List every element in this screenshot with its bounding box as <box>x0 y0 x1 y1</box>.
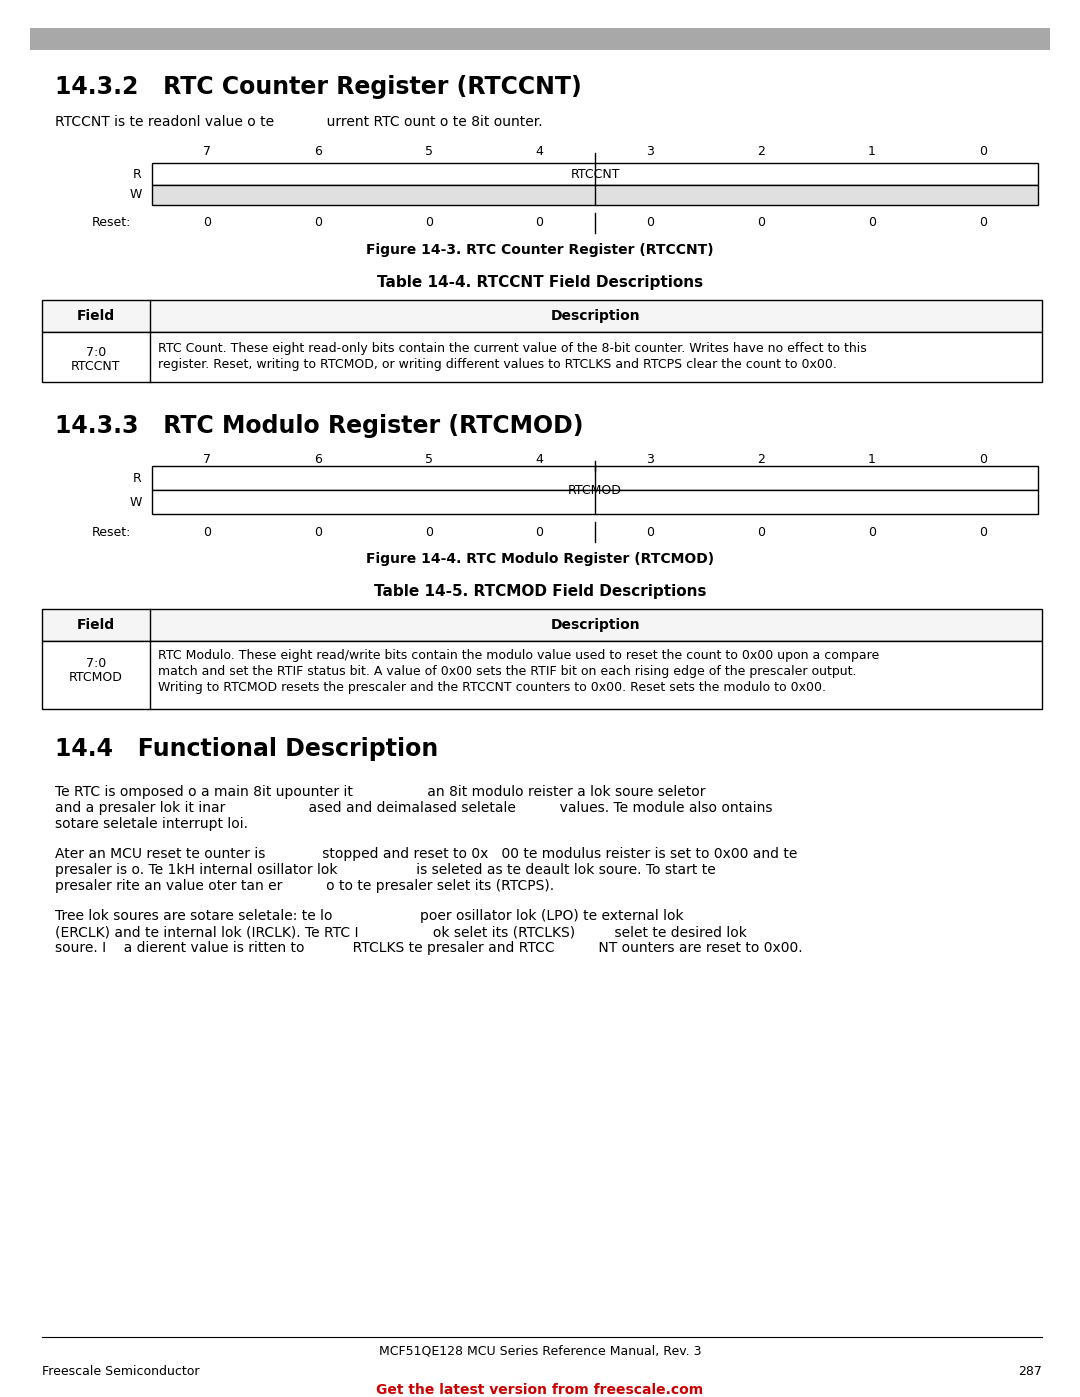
Text: Table 14-4. RTCCNT Field Descriptions: Table 14-4. RTCCNT Field Descriptions <box>377 275 703 291</box>
Text: 0: 0 <box>868 525 876 538</box>
Text: RTC Modulo. These eight read/write bits contain the modulo value used to reset t: RTC Modulo. These eight read/write bits … <box>158 650 879 662</box>
Text: Freescale Semiconductor: Freescale Semiconductor <box>42 1365 200 1377</box>
Text: RTC Count. These eight read-only bits contain the current value of the 8-bit cou: RTC Count. These eight read-only bits co… <box>158 342 867 355</box>
Text: 0: 0 <box>646 217 654 229</box>
Text: Writing to RTCMOD resets the prescaler and the RTCCNT counters to 0x00. Reset se: Writing to RTCMOD resets the prescaler a… <box>158 680 826 694</box>
Text: 1: 1 <box>868 145 876 158</box>
Text: 4: 4 <box>536 145 543 158</box>
Text: Description: Description <box>551 617 640 631</box>
Text: 0: 0 <box>978 217 987 229</box>
Text: (ERCLK) and te internal lok (IRCLK). Te RTC I                 ok selet its (RTCL: (ERCLK) and te internal lok (IRCLK). Te … <box>55 925 747 939</box>
Text: 7:0: 7:0 <box>86 346 106 359</box>
Text: Ater an MCU reset te ounter is             stopped and reset to 0x   00 te modul: Ater an MCU reset te ounter is stopped a… <box>55 847 797 861</box>
Text: RTCCNT is te readonl value o te            urrent RTC ount o te 8it ounter.: RTCCNT is te readonl value o te urrent R… <box>55 115 542 129</box>
Text: 6: 6 <box>314 453 322 467</box>
Text: 5: 5 <box>424 145 433 158</box>
Text: 0: 0 <box>757 525 765 538</box>
Text: 4: 4 <box>536 453 543 467</box>
Bar <box>152 490 1038 514</box>
Text: 6: 6 <box>314 145 322 158</box>
Text: 3: 3 <box>647 453 654 467</box>
Text: Get the latest version from freescale.com: Get the latest version from freescale.co… <box>377 1383 703 1397</box>
Text: RTCMOD: RTCMOD <box>69 671 123 685</box>
Text: 0: 0 <box>978 453 987 467</box>
Bar <box>42 300 1042 332</box>
Text: 0: 0 <box>314 525 322 538</box>
Text: 7: 7 <box>203 453 212 467</box>
Text: sotare seletale interrupt loi.: sotare seletale interrupt loi. <box>55 817 248 831</box>
Text: 0: 0 <box>424 217 433 229</box>
Text: Description: Description <box>551 309 640 323</box>
Text: 0: 0 <box>203 525 212 538</box>
Text: 14.3.3   RTC Modulo Register (RTCMOD): 14.3.3 RTC Modulo Register (RTCMOD) <box>55 414 583 439</box>
Text: 0: 0 <box>757 217 765 229</box>
Text: soure. I    a dierent value is ritten to           RTCLKS te presaler and RTCC  : soure. I a dierent value is ritten to RT… <box>55 942 802 956</box>
Text: 2: 2 <box>757 453 765 467</box>
Text: R: R <box>133 472 141 485</box>
Text: 1: 1 <box>868 453 876 467</box>
Text: 14.4   Functional Description: 14.4 Functional Description <box>55 738 438 761</box>
Text: MCF51QE128 MCU Series Reference Manual, Rev. 3: MCF51QE128 MCU Series Reference Manual, … <box>379 1345 701 1358</box>
Text: 14.3.2   RTC Counter Register (RTCCNT): 14.3.2 RTC Counter Register (RTCCNT) <box>55 75 582 99</box>
Bar <box>30 28 1050 50</box>
Text: 0: 0 <box>978 525 987 538</box>
Text: 0: 0 <box>646 525 654 538</box>
Text: Te RTC is omposed o a main 8it upounter it                 an 8it modulo reister: Te RTC is omposed o a main 8it upounter … <box>55 785 705 799</box>
Text: W: W <box>130 189 141 201</box>
Text: 0: 0 <box>868 217 876 229</box>
Text: W: W <box>130 496 141 509</box>
Text: Field: Field <box>77 309 116 323</box>
Text: and a presaler lok it inar                   ased and deimalased seletale       : and a presaler lok it inar ased and deim… <box>55 800 772 814</box>
Text: 0: 0 <box>536 525 543 538</box>
Text: 287: 287 <box>1018 1365 1042 1377</box>
Text: Reset:: Reset: <box>92 525 132 538</box>
Text: RTCCNT: RTCCNT <box>71 360 121 373</box>
Text: 0: 0 <box>978 145 987 158</box>
Text: RTCMOD: RTCMOD <box>568 483 622 496</box>
Text: Field: Field <box>77 617 116 631</box>
Bar <box>42 609 1042 641</box>
Text: 0: 0 <box>424 525 433 538</box>
Bar <box>152 163 1038 184</box>
Text: 7: 7 <box>203 145 212 158</box>
Text: Figure 14-3. RTC Counter Register (RTCCNT): Figure 14-3. RTC Counter Register (RTCCN… <box>366 243 714 257</box>
Text: presaler rite an value oter tan er          o to te presaler selet its (RTCPS).: presaler rite an value oter tan er o to … <box>55 879 554 893</box>
Text: presaler is o. Te 1kH internal osillator lok                  is seleted as te d: presaler is o. Te 1kH internal osillator… <box>55 863 716 877</box>
Bar <box>42 332 1042 381</box>
Text: Figure 14-4. RTC Modulo Register (RTCMOD): Figure 14-4. RTC Modulo Register (RTCMOD… <box>366 552 714 566</box>
Text: RTCCNT: RTCCNT <box>570 168 620 180</box>
Bar <box>152 467 1038 490</box>
Text: register. Reset, writing to RTCMOD, or writing different values to RTCLKS and RT: register. Reset, writing to RTCMOD, or w… <box>158 358 837 372</box>
Bar <box>42 641 1042 710</box>
Text: Tree lok soures are sotare seletale: te lo                    poer osillator lok: Tree lok soures are sotare seletale: te … <box>55 909 684 923</box>
Bar <box>152 184 1038 205</box>
Text: 0: 0 <box>536 217 543 229</box>
Text: R: R <box>133 168 141 180</box>
Text: 3: 3 <box>647 145 654 158</box>
Text: 0: 0 <box>203 217 212 229</box>
Text: Reset:: Reset: <box>92 217 132 229</box>
Text: Table 14-5. RTCMOD Field Descriptions: Table 14-5. RTCMOD Field Descriptions <box>374 584 706 599</box>
Text: 0: 0 <box>314 217 322 229</box>
Text: 5: 5 <box>424 453 433 467</box>
Text: 2: 2 <box>757 145 765 158</box>
Text: match and set the RTIF status bit. A value of 0x00 sets the RTIF bit on each ris: match and set the RTIF status bit. A val… <box>158 665 856 678</box>
Text: 7:0: 7:0 <box>86 657 106 671</box>
